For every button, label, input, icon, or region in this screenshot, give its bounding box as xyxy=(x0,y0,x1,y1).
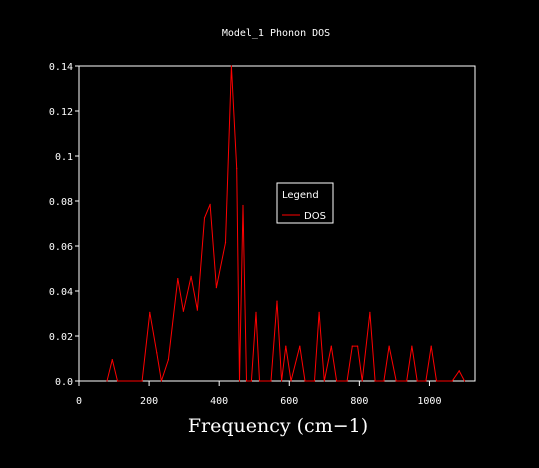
dos-data-point xyxy=(276,300,278,302)
y-axis-ticks: 0.0 0.02 0.04 0.06 0.08 0.1 0.12 0.14 xyxy=(49,62,79,388)
dos-data-point xyxy=(406,380,408,382)
dos-data-point xyxy=(351,345,353,347)
dos-data-point xyxy=(236,167,238,169)
x-tick-label: 600 xyxy=(280,396,298,407)
dos-data-point xyxy=(196,309,198,311)
chart-title: Model_1 Phonon DOS xyxy=(222,28,330,39)
dos-data-point xyxy=(330,345,332,347)
dos-data-point xyxy=(106,380,108,382)
dos-data-point xyxy=(416,380,418,382)
dos-data-point xyxy=(290,380,292,382)
y-tick-label: 0.02 xyxy=(49,332,73,343)
dos-data-point xyxy=(215,287,217,289)
x-tick-label: 1000 xyxy=(417,396,441,407)
legend: Legend DOS xyxy=(276,182,334,224)
dos-data-point xyxy=(425,380,427,382)
dos-data-point xyxy=(250,380,252,382)
dos-data-point xyxy=(285,345,287,347)
dos-data-point xyxy=(430,345,432,347)
dos-data-point xyxy=(111,359,113,361)
x-axis-label: Frequency (cm−1) xyxy=(188,415,368,437)
x-axis-ticks: 0 200 400 600 800 1000 xyxy=(76,381,441,407)
x-tick-label: 400 xyxy=(210,396,228,407)
y-tick-label: 0.06 xyxy=(49,242,73,253)
dos-data-point xyxy=(463,380,466,382)
dos-data-point xyxy=(258,380,261,382)
dos-data-point xyxy=(346,380,348,382)
dos-data-point xyxy=(177,278,179,280)
y-tick-label: 0.08 xyxy=(49,197,73,208)
dos-data-point xyxy=(203,217,206,219)
dos-data-point xyxy=(304,380,306,382)
dos-series-points xyxy=(106,65,466,382)
dos-data-point xyxy=(209,203,211,205)
dos-data-point xyxy=(167,359,169,361)
dos-data-point xyxy=(156,352,158,354)
dos-data-point xyxy=(435,380,438,382)
y-tick-label: 0.0 xyxy=(55,377,73,388)
dos-data-point xyxy=(182,310,184,312)
dos-data-point xyxy=(395,380,397,382)
dos-data-point xyxy=(388,345,390,347)
dos-data-point xyxy=(323,380,325,382)
y-tick-label: 0.04 xyxy=(49,287,73,298)
dos-data-point xyxy=(224,242,227,244)
y-tick-label: 0.12 xyxy=(49,107,73,118)
dos-data-point xyxy=(270,380,272,382)
dos-data-point xyxy=(411,345,413,347)
dos-series-line xyxy=(106,65,465,382)
y-tick-label: 0.14 xyxy=(49,62,73,73)
legend-title: Legend xyxy=(282,190,319,201)
dos-data-point xyxy=(369,311,371,313)
x-tick-label: 0 xyxy=(76,396,82,407)
dos-data-point xyxy=(116,380,119,382)
dos-data-point xyxy=(281,380,283,382)
legend-box xyxy=(276,182,334,224)
dos-data-point xyxy=(458,370,460,372)
plot-area-frame xyxy=(78,65,476,382)
dos-data-point xyxy=(357,345,359,347)
dos-data-point xyxy=(383,380,385,382)
dos-data-point xyxy=(361,380,363,382)
x-tick-label: 200 xyxy=(140,396,158,407)
x-tick-label: 800 xyxy=(350,396,368,407)
dos-data-point xyxy=(245,380,248,382)
dos-data-point xyxy=(160,380,162,382)
dos-data-point xyxy=(299,345,301,347)
dos-data-point xyxy=(313,380,316,382)
dos-data-point xyxy=(190,275,192,277)
dos-data-point xyxy=(374,380,376,382)
dos-data-point xyxy=(318,311,320,313)
dos-data-point xyxy=(242,204,244,207)
dos-data-point xyxy=(230,65,232,67)
dos-data-point xyxy=(238,380,241,382)
dos-data-point xyxy=(141,380,143,382)
dos-data-point xyxy=(149,311,151,313)
dos-data-point xyxy=(336,380,338,382)
dos-data-point xyxy=(451,380,453,382)
y-tick-label: 0.1 xyxy=(55,152,73,163)
legend-label-dos: DOS xyxy=(304,211,326,222)
dos-data-point xyxy=(255,311,257,313)
